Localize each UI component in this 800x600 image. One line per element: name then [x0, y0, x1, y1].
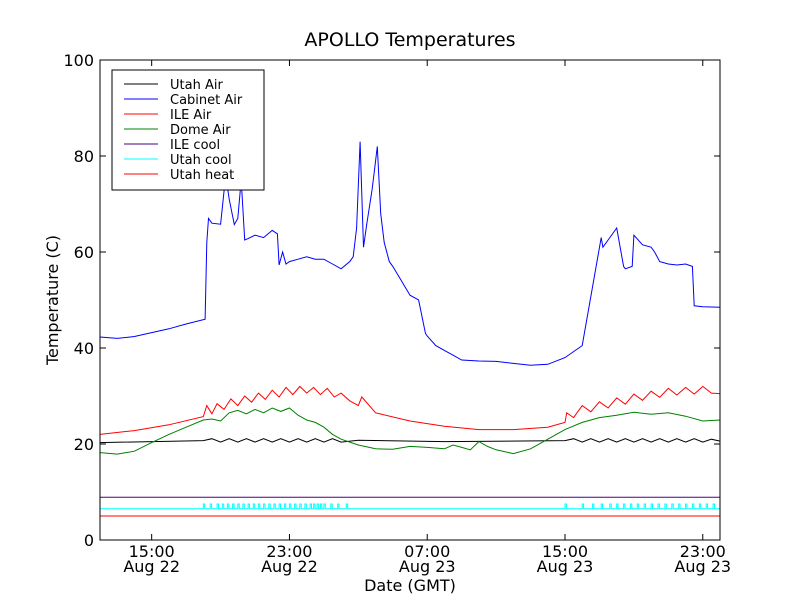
x-tick-label-time: 23:00	[680, 542, 726, 561]
x-tick-label-time: 07:00	[404, 542, 450, 561]
x-tick-label-time: 15:00	[542, 542, 588, 561]
legend-entry-cabinet-air: Cabinet Air	[170, 93, 243, 108]
series-line-utah-cool	[100, 503, 720, 510]
y-tick-label: 20	[74, 435, 94, 454]
x-tick-label-date: Aug 23	[399, 557, 456, 576]
x-tick-label-time: 15:00	[129, 542, 175, 561]
x-axis-label: Date (GMT)	[364, 576, 456, 595]
y-axis-label: Temperature (C)	[43, 235, 62, 366]
y-tick-label: 80	[74, 147, 94, 166]
chart-title: APOLLO Temperatures	[304, 29, 515, 51]
legend-entry-ile-cool: ILE cool	[170, 138, 220, 153]
x-tick-label-date: Aug 23	[537, 557, 594, 576]
series-line-ile-air	[100, 385, 720, 435]
y-tick-label: 0	[84, 531, 94, 550]
x-tick-label-time: 23:00	[266, 542, 312, 561]
legend-entry-utah-heat: Utah heat	[170, 168, 234, 183]
y-tick-label: 60	[74, 243, 94, 262]
plot-frame	[99, 59, 721, 541]
legend-box	[111, 69, 265, 191]
series-line-utah-air	[100, 438, 720, 444]
x-tick-label-date: Aug 22	[123, 557, 180, 576]
y-tick-label: 100	[63, 51, 94, 70]
legend-entry-ile-air: ILE Air	[170, 108, 212, 123]
x-tick-label-date: Aug 23	[674, 557, 731, 576]
series-line-cabinet-air	[100, 141, 720, 366]
x-tick-label-date: Aug 22	[261, 557, 318, 576]
legend-entry-utah-air: Utah Air	[170, 78, 223, 93]
legend-entry-utah-cool: Utah cool	[170, 153, 232, 168]
series-layer	[100, 141, 720, 517]
legend-entry-dome-air: Dome Air	[170, 123, 231, 138]
series-line-dome-air	[100, 407, 720, 455]
y-tick-label: 40	[74, 339, 94, 358]
